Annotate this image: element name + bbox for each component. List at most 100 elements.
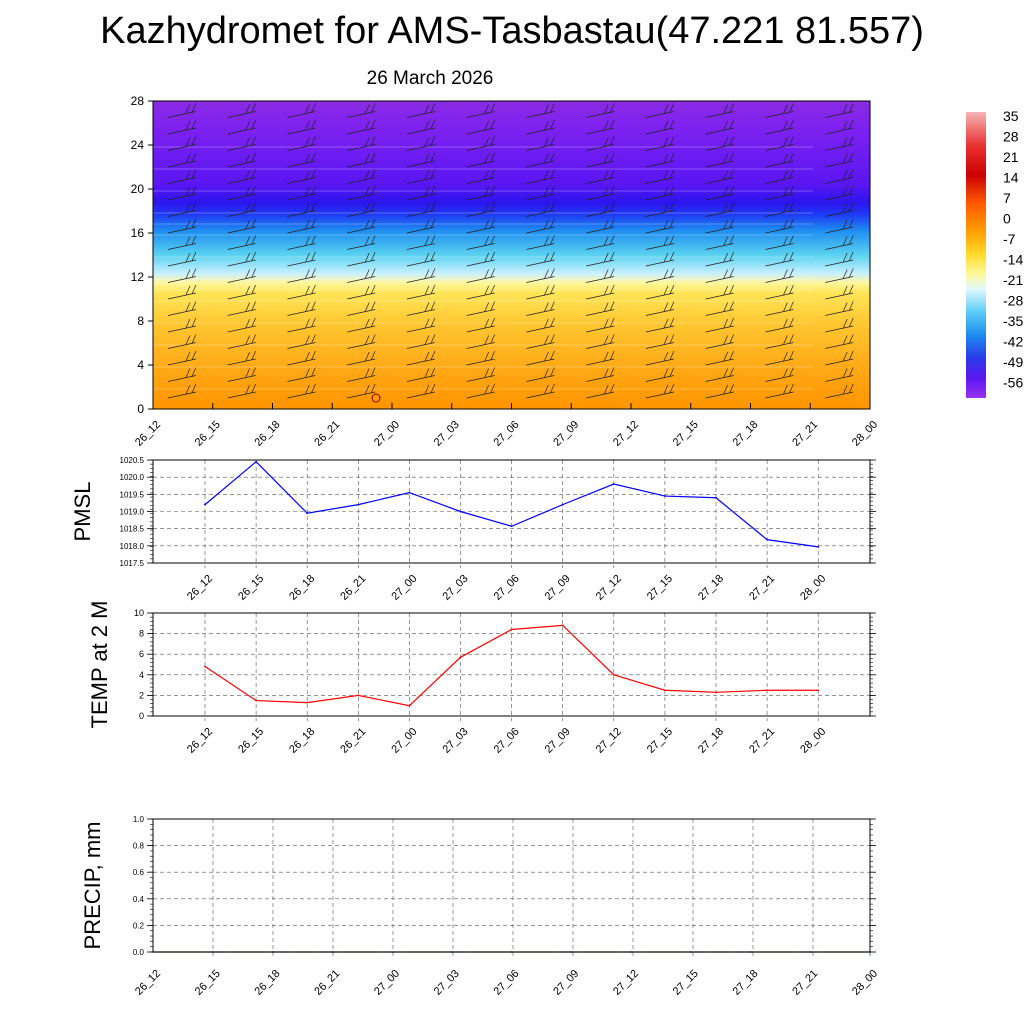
wind-barb <box>825 235 854 250</box>
wind-barb <box>586 136 615 151</box>
contour-line <box>152 189 813 192</box>
x-tick-label: 27_03 <box>441 573 471 603</box>
wind-barb <box>825 284 854 300</box>
x-tick-label: 27_03 <box>441 726 471 756</box>
x-tick-label: 27_09 <box>543 726 573 756</box>
wind-barb <box>645 251 675 267</box>
wind-barb <box>347 235 376 250</box>
x-tick-label: 26_15 <box>193 968 223 998</box>
colorbar-fill <box>966 112 986 398</box>
wind-barb <box>825 185 854 201</box>
x-tick-label: 26_18 <box>287 573 317 603</box>
wind-barb <box>705 334 735 349</box>
plot-frame <box>152 612 871 717</box>
wind-barb <box>347 350 376 366</box>
wind-barb <box>287 317 316 333</box>
wind-barb <box>645 317 675 333</box>
contour-line <box>152 365 813 368</box>
wind-barb <box>586 301 615 316</box>
data-point <box>561 503 564 506</box>
wind-barb <box>287 136 316 151</box>
x-tick-label: 27_00 <box>372 419 402 449</box>
wind-barb <box>227 136 257 151</box>
wind-barb <box>526 268 555 283</box>
wind-barb <box>167 350 197 366</box>
wind-barb <box>705 301 735 316</box>
wind-barb <box>287 284 316 300</box>
wind-barb <box>347 103 376 118</box>
precip-panel: 0.0 0.2 0.4 0.6 0.8 1.0 26_12 26_15 26_18 26_21 27… <box>80 815 880 998</box>
wind-barb <box>406 350 436 366</box>
x-tick-label: 28_00 <box>798 726 828 756</box>
wind-barb <box>227 152 257 168</box>
wind-barb <box>347 317 376 333</box>
x-tick-label: 26_12 <box>185 726 215 756</box>
wind-barb <box>765 317 794 333</box>
wind-barb <box>645 103 675 118</box>
wind-barb <box>406 317 436 333</box>
wind-barb <box>167 152 197 168</box>
wind-barb <box>406 383 436 399</box>
wind-barb <box>705 103 735 118</box>
wind-barb <box>466 383 496 399</box>
wind-barb <box>586 103 615 118</box>
heatmap-field <box>153 101 870 409</box>
wind-barb <box>227 218 257 234</box>
wind-barb <box>765 152 794 168</box>
y-tick-label: 0.4 <box>133 895 145 904</box>
x-tick-label: 26_12 <box>185 573 215 603</box>
wind-barb <box>406 152 436 168</box>
wind-barb <box>526 301 555 316</box>
wind-barb <box>466 152 496 168</box>
colorbar-label: 0 <box>1003 211 1011 227</box>
wind-barb <box>586 367 615 382</box>
wind-barb <box>645 350 675 366</box>
plot-frame <box>152 818 871 953</box>
x-tick-label: 27_12 <box>594 573 624 603</box>
wind-barb <box>645 367 675 382</box>
x-tick-label: 27_15 <box>645 573 675 603</box>
wind-barb <box>347 218 376 234</box>
colorbar-label: 7 <box>1003 190 1011 206</box>
wind-barb <box>167 301 197 316</box>
wind-barb <box>347 152 376 168</box>
wind-barb <box>705 169 735 184</box>
wind-barb <box>466 185 496 201</box>
data-point <box>306 701 309 704</box>
wind-barb <box>586 317 615 333</box>
x-tick-label: 27_18 <box>731 419 761 449</box>
x-tick-label: 27_06 <box>492 573 522 603</box>
wind-barb <box>227 119 257 135</box>
contour-line <box>152 299 813 302</box>
x-tick-label: 26_15 <box>236 726 266 756</box>
data-point <box>408 704 411 707</box>
wind-barb <box>825 383 854 399</box>
x-tick-label: 27_06 <box>492 419 522 449</box>
data-point <box>612 483 615 485</box>
wind-barb <box>287 103 316 118</box>
wind-barb <box>705 152 735 168</box>
wind-barb <box>526 169 555 184</box>
y-tick-label: 28 <box>131 94 145 108</box>
wind-barb <box>645 136 675 151</box>
wind-barb <box>347 268 376 283</box>
x-tick-label: 26_12 <box>133 419 163 449</box>
colorbar-label: 28 <box>1003 129 1019 145</box>
wind-barb <box>825 268 854 283</box>
x-tick-label: 27_06 <box>492 726 522 756</box>
data-point <box>715 691 717 694</box>
wind-barb <box>406 103 436 118</box>
wind-barb <box>167 334 197 349</box>
wind-barb <box>167 169 197 184</box>
wind-barb <box>765 136 794 151</box>
data-point <box>306 512 309 515</box>
wind-barb <box>645 218 675 234</box>
x-tick-label: 26_18 <box>287 726 317 756</box>
wind-barb <box>825 136 854 151</box>
wind-barb <box>287 383 316 399</box>
wind-barb <box>227 169 257 184</box>
colorbar-label: 14 <box>1003 170 1019 186</box>
x-tick-label: 26_15 <box>193 419 223 449</box>
colorbar-label: -49 <box>1003 354 1023 370</box>
